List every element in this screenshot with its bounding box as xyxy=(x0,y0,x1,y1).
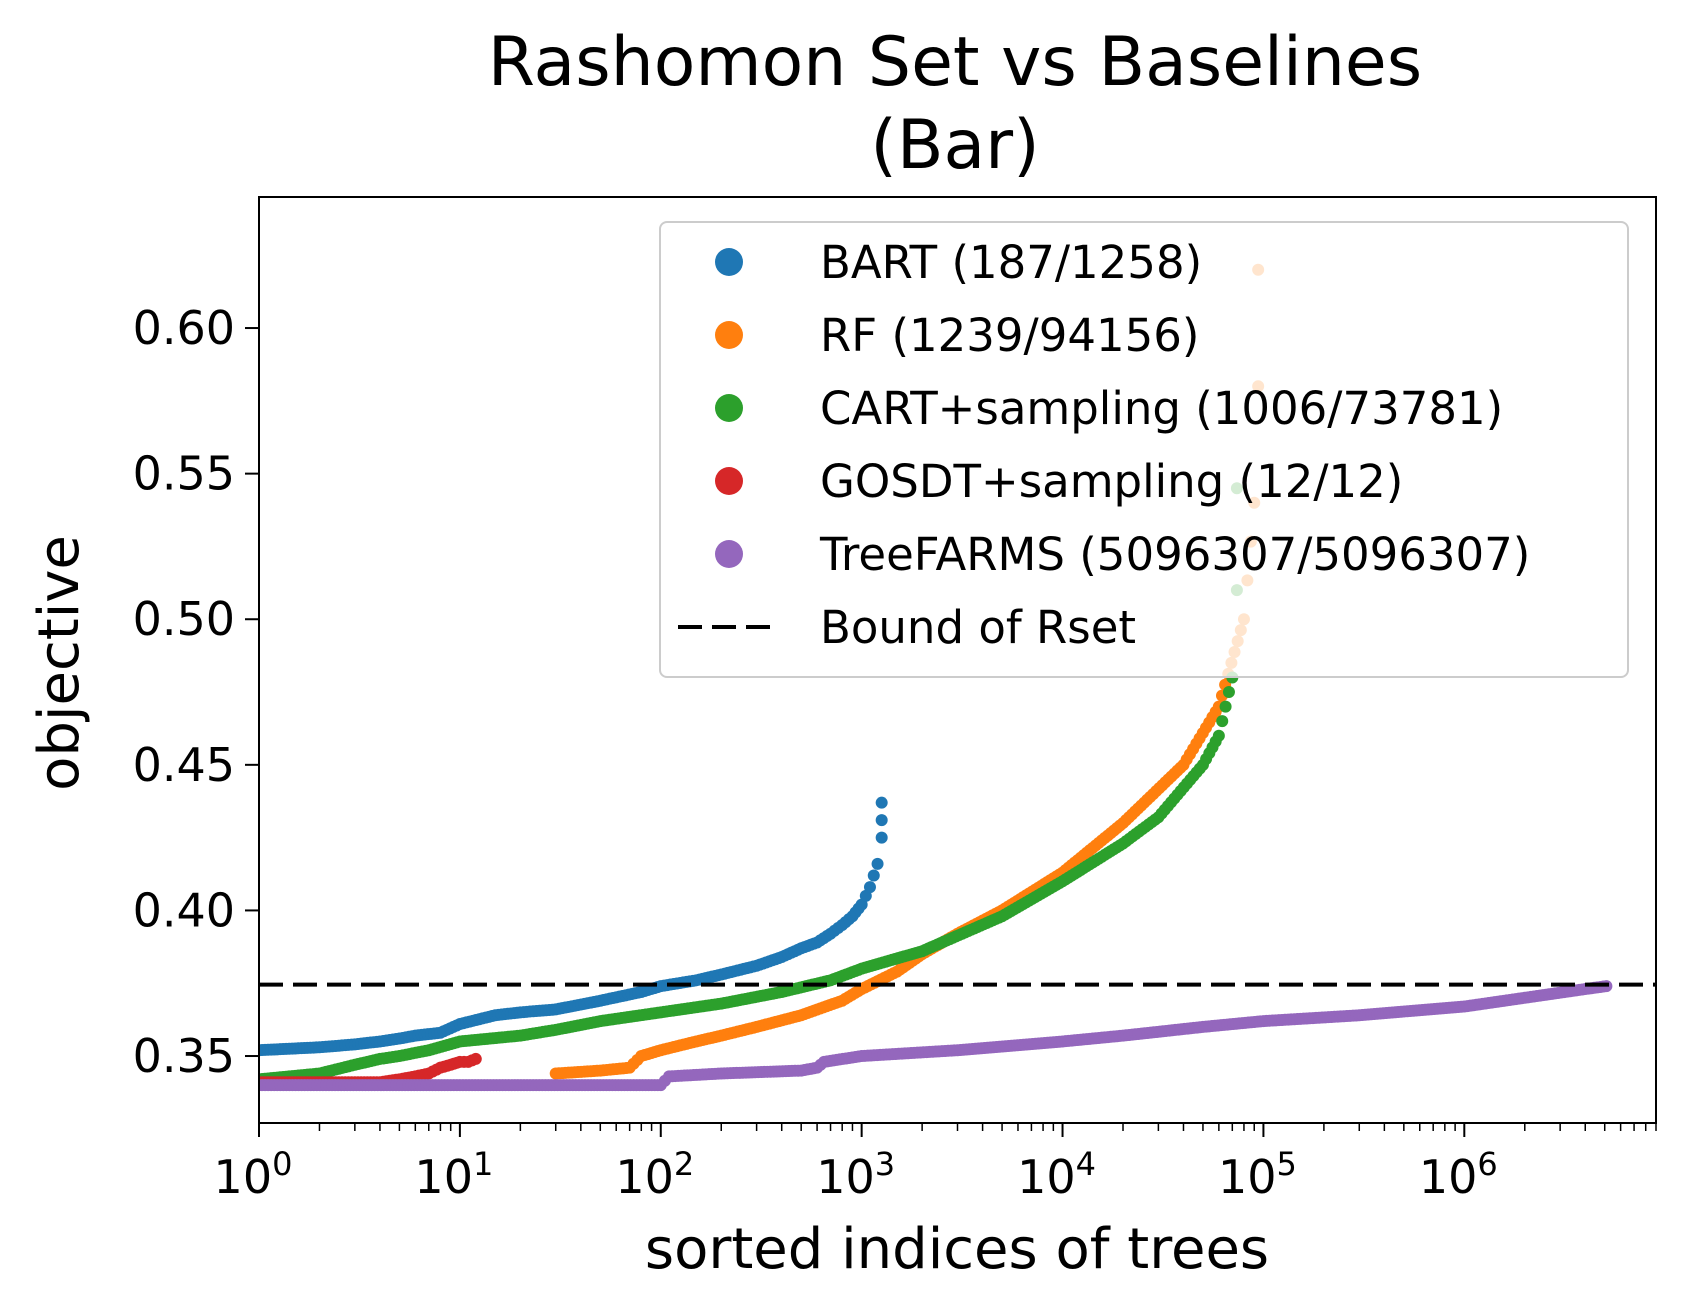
legend-label: BART (187/1258) xyxy=(820,236,1202,289)
y-axis-label: objective xyxy=(27,535,92,791)
data-point xyxy=(1219,700,1232,713)
legend-box xyxy=(659,221,1629,678)
legend-item-rf: RF (1239/94156) xyxy=(715,309,1199,362)
data-point xyxy=(875,796,888,809)
series-treefarms xyxy=(259,980,1613,1092)
data-point xyxy=(863,881,876,894)
legend-item-bound: Bound of Rset xyxy=(678,601,1136,654)
legend-marker xyxy=(715,394,743,422)
data-point xyxy=(871,857,884,870)
data-point xyxy=(875,831,888,844)
y-tick-label: 0.60 xyxy=(133,301,235,355)
y-tick-label: 0.45 xyxy=(133,738,235,792)
series-bart xyxy=(259,796,888,1057)
x-axis-label: sorted indices of trees xyxy=(645,1217,1269,1282)
chart-title-line1: Rashomon Set vs Baselines xyxy=(488,23,1422,102)
chart-title-line2: (Bar) xyxy=(870,106,1039,185)
series-layer xyxy=(259,263,1613,1092)
data-point xyxy=(1222,686,1235,699)
legend-label: RF (1239/94156) xyxy=(820,309,1199,362)
legend-marker xyxy=(715,248,743,276)
x-axis: 100 101 102 103 104 105 106 xyxy=(214,1123,1657,1204)
legend-label: Bound of Rset xyxy=(820,601,1136,654)
legend-item-bart: BART (187/1258) xyxy=(715,236,1202,289)
legend-marker xyxy=(715,467,743,495)
y-tick-label: 0.35 xyxy=(133,1029,235,1083)
y-axis: 0.35 0.40 0.45 0.50 0.55 0.60 xyxy=(133,301,259,1083)
legend-item-gosdt-sampling: GOSDT+sampling (12/12) xyxy=(715,455,1403,508)
y-tick-label: 0.55 xyxy=(133,447,235,501)
y-tick-label: 0.40 xyxy=(133,883,235,937)
data-point xyxy=(1212,729,1225,742)
series-cart-sampling xyxy=(259,482,1243,1086)
y-tick-label: 0.50 xyxy=(133,592,235,646)
data-point xyxy=(875,814,888,827)
legend-marker xyxy=(715,540,743,568)
legend: BART (187/1258) RF (1239/94156) CART+sampl… xyxy=(659,221,1629,678)
data-point xyxy=(867,869,880,882)
legend-item-treefarms: TreeFARMS (5096307/5096307) xyxy=(715,528,1530,581)
legend-label: GOSDT+sampling (12/12) xyxy=(820,455,1403,508)
legend-item-cart-sampling: CART+sampling (1006/73781) xyxy=(715,382,1503,435)
x-tick-label: 104 xyxy=(1017,1145,1096,1204)
data-point xyxy=(1216,715,1229,728)
legend-label: CART+sampling (1006/73781) xyxy=(820,382,1503,435)
data-point xyxy=(469,1052,482,1065)
legend-marker xyxy=(715,321,743,349)
legend-label: TreeFARMS (5096307/5096307) xyxy=(819,528,1530,581)
